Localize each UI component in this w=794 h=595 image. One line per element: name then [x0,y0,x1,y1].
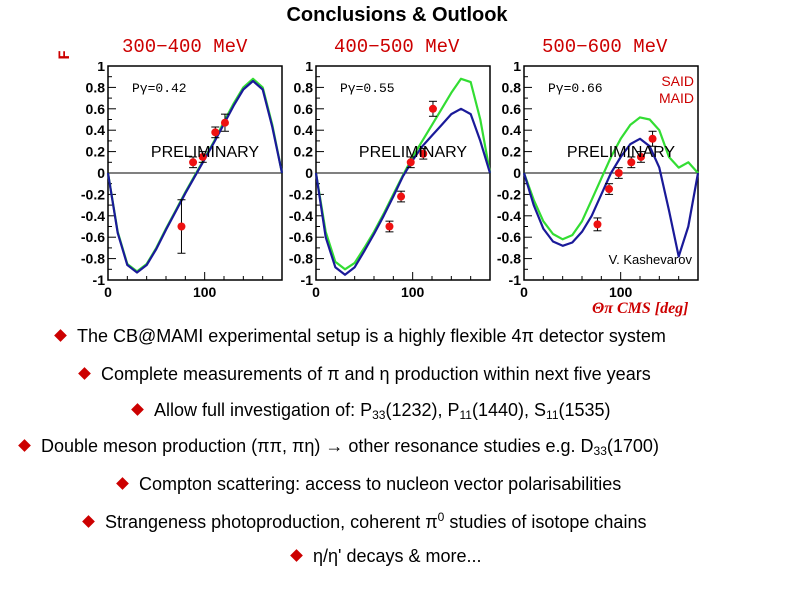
data-point [593,220,602,229]
data-point [198,152,207,161]
panel-title-1: 300−400 MeV [122,36,248,58]
legend-said: SAID [661,73,694,89]
series-line-maid [522,137,700,258]
bullet-icon [18,439,31,452]
series-line-said [522,116,699,241]
polarization-label: Pγ=0.66 [548,81,603,96]
x-tick-label: 0 [520,284,528,300]
preliminary-watermark: PRELIMINARY [359,144,468,161]
preliminary-watermark: PRELIMINARY [567,144,676,161]
x-tick-label: 0 [104,284,112,300]
panel-title-2: 400−500 MeV [334,36,460,58]
y-tick-label: 0.8 [86,79,106,95]
y-tick-label: -0.2 [497,186,521,202]
y-tick-label: -0.2 [81,186,105,202]
y-tick-label: 1 [97,62,105,74]
y-tick-label: -0.2 [289,186,313,202]
preliminary-watermark: PRELIMINARY [151,144,260,161]
y-tick-label: -0.6 [497,229,521,245]
plot-panel-1: -1 -0.8 -0.6 -0.4 -0.2 0 0.2 0.4 0.6 0.8 1 0 100 Pγ=0… [81,62,284,300]
y-tick-label: -0.8 [289,251,313,267]
data-point [605,185,614,194]
data-point [177,222,186,231]
y-tick-label: 0.2 [294,144,314,160]
y-axis-letter: F [55,50,74,60]
bullet-7: η/η' decays & more... [290,546,482,567]
x-tick-label: 0 [312,284,320,300]
y-tick-label: -0.4 [497,208,521,224]
y-tick-label: 1 [305,62,313,74]
legend-maid: MAID [659,90,694,106]
plot-panel-3: -1 -0.8 -0.6 -0.4 -0.2 0 0.2 0.4 0.6 0.8 1 0 100 Pγ=0… [497,62,700,300]
bullet-icon [116,477,129,490]
data-point [428,104,437,113]
y-tick-label: -1 [509,272,522,288]
y-tick-label: -1 [93,272,106,288]
y-tick-label: 0.6 [294,101,314,117]
y-tick-label: 0.2 [86,144,106,160]
bullet-icon [78,367,91,380]
data-point [627,158,636,167]
x-tick-label: 100 [609,284,633,300]
y-tick-label: 0.8 [502,79,522,95]
bullet-3: Allow full investigation of: P33(1232), … [131,400,611,422]
bullet-4: Double meson production (ππ, πη) → other… [18,436,659,458]
bullet-icon [131,403,144,416]
y-tick-label: 0.4 [502,122,522,138]
data-point [397,192,406,201]
y-tick-label: 0 [513,165,521,181]
bullet-icon [290,549,303,562]
series-line-maid [106,79,284,274]
y-tick-label: 0.4 [86,122,106,138]
credit-label: V. Kashevarov [609,252,693,267]
bullet-2: Complete measurements of π and η product… [78,364,651,385]
panel-title-3: 500−600 MeV [542,36,668,58]
x-axis-title: Θπ CMS [deg] [592,300,689,317]
y-tick-label: 0 [97,165,105,181]
plot-panel-2: -1 -0.8 -0.6 -0.4 -0.2 0 0.2 0.4 0.6 0.8 1 0 100 Pγ=0… [289,62,492,300]
polarization-label: Pγ=0.42 [132,81,187,96]
data-point [614,169,623,177]
y-tick-label: 0.6 [502,101,522,117]
bullet-icon [54,329,67,342]
y-tick-label: 0.8 [294,79,314,95]
y-tick-label: 0.4 [294,122,314,138]
y-tick-label: -0.4 [81,208,105,224]
y-tick-label: -1 [301,272,314,288]
bullet-6: Strangeness photoproduction, coherent π0… [82,510,646,533]
data-point [419,149,428,158]
data-point [220,118,229,127]
data-point [211,128,220,137]
x-tick-label: 100 [401,284,425,300]
y-tick-label: -0.6 [289,229,313,245]
x-tick-label: 100 [193,284,217,300]
bullet-1: The CB@MAMI experimental setup is a high… [54,326,666,347]
bullet-icon [82,515,95,528]
y-tick-label: 0 [305,165,313,181]
series-line-maid [314,107,492,276]
data-point [385,222,394,231]
y-tick-label: 0.6 [86,101,106,117]
y-tick-label: 0.2 [502,144,522,160]
data-point [648,134,657,143]
slide-title: Conclusions & Outlook [286,4,508,26]
y-tick-label: -0.8 [497,251,521,267]
data-point [636,152,645,161]
data-point [189,158,198,167]
bullet-5: Compton scattering: access to nucleon ve… [116,474,621,495]
y-tick-label: -0.4 [289,208,313,224]
y-tick-label: -0.8 [81,251,105,267]
y-tick-label: -0.6 [81,229,105,245]
polarization-label: Pγ=0.55 [340,81,395,96]
data-point [406,158,415,167]
y-tick-label: 1 [513,62,521,74]
